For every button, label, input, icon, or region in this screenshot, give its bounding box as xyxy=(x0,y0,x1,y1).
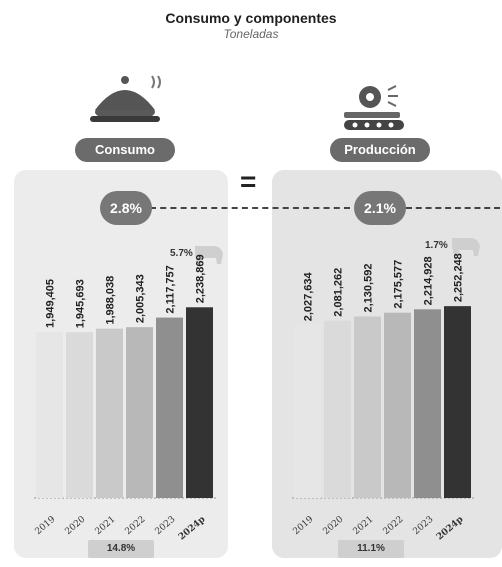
produccion-bar-2019 xyxy=(294,325,321,498)
produccion-bar-2020 xyxy=(324,320,351,498)
chart-title: Consumo y componentes xyxy=(165,10,337,26)
consumo-tick-label: 2019 xyxy=(33,514,57,537)
produccion-tick-label: 2020 xyxy=(321,514,345,537)
consumo-bar-2024p xyxy=(186,307,213,498)
consumo-bar-2022 xyxy=(126,327,153,498)
produccion-total-change: 11.1% xyxy=(338,540,404,558)
produccion-pill: Producción xyxy=(330,138,430,162)
consumo-value-label: 1,949,405 xyxy=(45,279,57,328)
produccion-tick-label: 2023 xyxy=(411,514,435,537)
produccion-value-label: 2,175,577 xyxy=(393,260,405,309)
produccion-tick-label: 2019 xyxy=(291,514,315,537)
produccion-total-change-value: 11.1% xyxy=(357,543,385,554)
growth-connector-1 xyxy=(150,207,350,209)
consumo-bar-2023 xyxy=(156,317,183,498)
consumo-value-label: 2,117,757 xyxy=(165,265,177,313)
consumo-tick-label: 2022 xyxy=(123,515,147,537)
produccion-value-label: 2,081,262 xyxy=(333,268,345,317)
produccion-value-label: 2,214,928 xyxy=(423,256,435,305)
produccion-bar-2021 xyxy=(354,316,381,498)
chart-subtitle: Toneladas xyxy=(223,27,279,41)
produccion-bar-2024p xyxy=(444,306,471,498)
consumo-value-label: 2,005,343 xyxy=(135,274,147,323)
consumo-bar-2021 xyxy=(96,328,123,498)
produccion-bar-2022 xyxy=(384,312,411,498)
consumo-pill: Consumo xyxy=(75,138,175,162)
consumo-total-change-value: 14.8% xyxy=(106,543,136,554)
produccion-tick-label: 2024p xyxy=(435,515,465,543)
produccion-bar-2023 xyxy=(414,309,441,498)
consumo-bar-2020 xyxy=(66,332,93,498)
consumo-value-label: 1,988,038 xyxy=(105,276,117,325)
consumo-tick-label: 2020 xyxy=(63,514,87,537)
produccion-tick-label: 2021 xyxy=(351,515,375,537)
consumo-tick-label: 2024p xyxy=(177,515,207,543)
consumo-value-label: 2,238,869 xyxy=(195,254,207,303)
consumo-change-tag: 5.7% xyxy=(170,248,193,259)
consumo-total-change: 14.8% xyxy=(88,540,154,558)
produccion-value-label: 2,252,248 xyxy=(453,253,465,302)
produccion-tick-label: 2022 xyxy=(381,515,405,537)
produccion-change-tag: 1.7% xyxy=(425,240,448,251)
produccion-value-label: 2,130,592 xyxy=(363,264,375,313)
consumo-value-label: 1,945,693 xyxy=(75,279,87,328)
equal-sign: = xyxy=(240,166,257,197)
produccion-value-label: 2,027,634 xyxy=(303,271,315,321)
consumo-tick-label: 2021 xyxy=(93,515,117,537)
produccion-growth-badge: 2.1% xyxy=(354,191,406,225)
growth-connector-2 xyxy=(406,207,500,209)
consumo-growth-badge: 2.8% xyxy=(100,191,152,225)
consumo-bar-2019 xyxy=(36,331,63,498)
consumo-tick-label: 2023 xyxy=(153,514,177,537)
